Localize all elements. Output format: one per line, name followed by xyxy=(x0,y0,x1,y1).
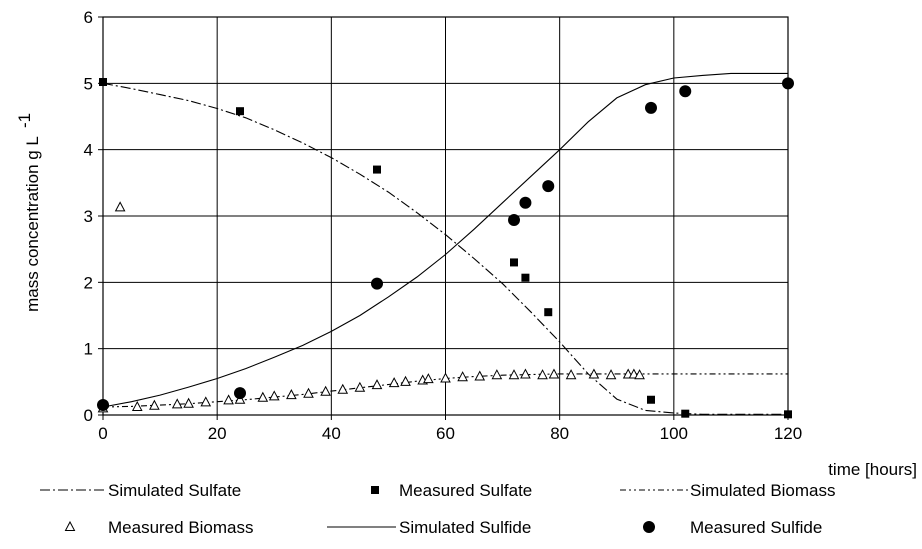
x-tick-label: 20 xyxy=(208,424,227,443)
measured-biomass-point xyxy=(491,369,503,380)
legend-item-measured-sulfate: Measured Sulfate xyxy=(371,481,532,500)
y-tick-label: 1 xyxy=(84,340,93,359)
y-tick-label: 5 xyxy=(84,74,93,93)
y-tick-label: 0 xyxy=(84,406,93,425)
measured-biomass-point xyxy=(257,391,269,402)
measured-biomass-point xyxy=(200,396,212,407)
legend-label-simulated-biomass: Simulated Biomass xyxy=(690,481,836,500)
measured-biomass-point xyxy=(286,389,297,400)
measured-biomass-point xyxy=(548,368,560,379)
measured-sulfate-point xyxy=(544,308,553,317)
x-tick-label: 100 xyxy=(660,424,688,443)
legend-item-simulated-biomass: Simulated Biomass xyxy=(620,481,836,500)
measured-biomass-point xyxy=(388,377,400,388)
measured-sulfide-point xyxy=(234,387,246,400)
legend-item-measured-biomass: Measured Biomass xyxy=(64,518,254,537)
measured-sulfide-point xyxy=(679,85,692,98)
axis-labels: time [hours] mass concentration g L -1 xyxy=(15,113,917,479)
measured-biomass-point xyxy=(520,368,531,379)
measured-sulfide-point xyxy=(519,196,532,209)
measured-biomass-point xyxy=(537,369,548,380)
x-tick-label: 0 xyxy=(98,424,107,443)
legend-item-simulated-sulfide: Simulated Sulfide xyxy=(327,518,531,537)
measured-sulfide-point xyxy=(371,277,383,290)
y-axis-label-group: mass concentration g L -1 xyxy=(15,113,42,312)
measured-biomass-point xyxy=(508,369,520,380)
legend-label-simulated-sulfide: Simulated Sulfide xyxy=(399,518,531,537)
measured-biomass-point xyxy=(565,369,577,380)
measured-sulfate-point xyxy=(510,258,518,267)
series-layer xyxy=(97,72,794,419)
measured-sulfate-point xyxy=(784,410,792,419)
legend-label-measured-biomass: Measured Biomass xyxy=(108,518,254,537)
measured-biomass-point xyxy=(354,381,366,392)
measured-biomass-point xyxy=(605,369,617,380)
measured-biomass-point xyxy=(457,371,468,382)
y-tick-label: 3 xyxy=(84,207,93,226)
x-tick-label: 120 xyxy=(774,424,802,443)
simulated-sulfide-line xyxy=(102,72,788,408)
measured-biomass-point xyxy=(183,397,194,408)
measured-biomass-point xyxy=(171,398,183,409)
y-tick-label: 6 xyxy=(84,8,93,27)
measured-sulfate-point xyxy=(521,273,530,282)
measured-biomass-point xyxy=(440,372,451,383)
simulated-sulfide-series xyxy=(102,72,788,408)
legend: Simulated Sulfate Measured Sulfate Simulat… xyxy=(40,481,836,537)
measured-biomass-point xyxy=(303,387,314,398)
measured-biomass-point xyxy=(474,370,486,381)
x-tick-label: 40 xyxy=(322,424,341,443)
measured-biomass-point xyxy=(114,201,126,212)
measured-sulfide-point xyxy=(508,213,520,226)
y-axis-label-superscript: -1 xyxy=(15,113,34,128)
measured-biomass-point xyxy=(268,390,280,401)
simulated-sulfate-line xyxy=(102,82,788,415)
measured-sulfate-point xyxy=(373,165,381,174)
measured-biomass-point xyxy=(337,383,349,394)
x-tick-label: 80 xyxy=(550,424,569,443)
y-tick-label: 4 xyxy=(84,141,93,160)
legend-item-measured-sulfide: Measured Sulfide xyxy=(643,518,822,537)
legend-label-measured-sulfate: Measured Sulfate xyxy=(399,481,532,500)
legend-label-measured-sulfide: Measured Sulfide xyxy=(690,518,822,537)
measured-sulfate-point xyxy=(681,409,690,418)
measured-biomass-point xyxy=(223,394,234,405)
measured-sulfide-point xyxy=(782,77,794,90)
y-tick-label: 2 xyxy=(84,273,93,292)
measured-sulfate-point xyxy=(647,395,655,404)
x-axis-label: time [hours] xyxy=(828,460,917,479)
measured-biomass-point xyxy=(320,385,331,396)
measured-sulfide-point xyxy=(645,101,657,114)
x-tick-label: 60 xyxy=(436,424,455,443)
legend-item-simulated-sulfate: Simulated Sulfate xyxy=(40,481,241,500)
measured-biomass-point xyxy=(423,373,434,384)
measured-sulfate-point xyxy=(236,107,244,116)
measured-sulfide-point xyxy=(542,180,555,193)
legend-swatch-measured-biomass xyxy=(64,520,76,531)
legend-swatch-measured-sulfate xyxy=(371,486,379,494)
measured-biomass-point xyxy=(588,368,600,379)
measured-biomass-point xyxy=(634,369,645,380)
measured-biomass-series xyxy=(97,201,645,413)
measured-sulfide-point xyxy=(97,399,109,412)
tick-labels: 0 20 40 60 80 100 120 0 1 2 3 4 5 6 xyxy=(84,8,803,443)
simulated-sulfate-series xyxy=(102,82,788,415)
measured-biomass-point xyxy=(400,375,411,386)
measured-biomass-point xyxy=(371,379,383,390)
measured-sulfate-series xyxy=(99,78,792,419)
measured-sulfate-point xyxy=(99,78,107,87)
measured-sulfide-series xyxy=(97,77,794,412)
measured-biomass-point xyxy=(131,400,143,412)
y-axis-label: mass concentration g L xyxy=(23,136,42,312)
legend-swatch-measured-sulfide xyxy=(643,521,655,533)
measured-biomass-point xyxy=(149,399,160,410)
legend-label-simulated-sulfate: Simulated Sulfate xyxy=(108,481,241,500)
